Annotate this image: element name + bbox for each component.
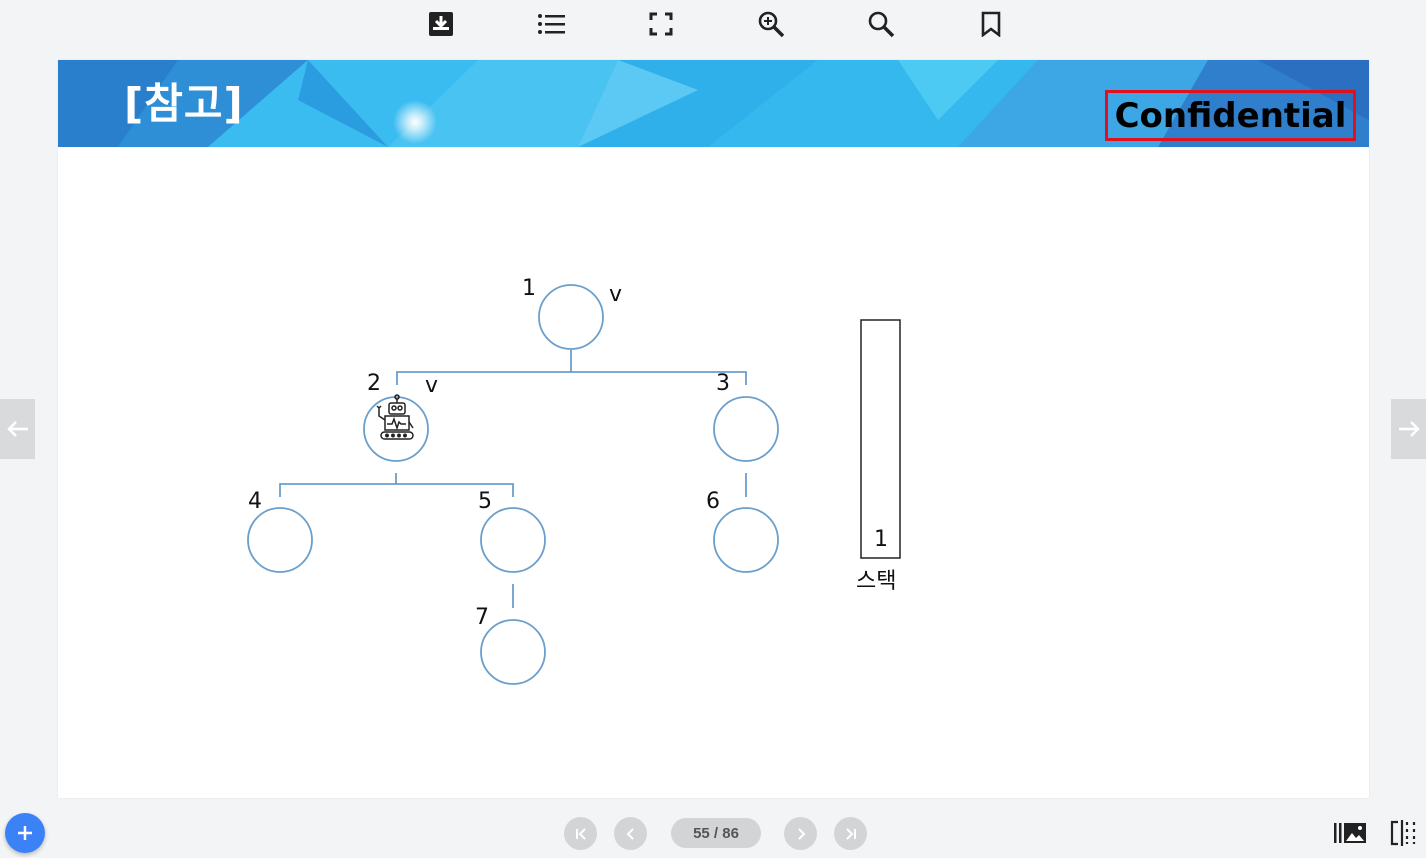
visited-mark-2: v <box>425 373 439 398</box>
previous-page-arrow[interactable] <box>0 399 35 459</box>
tree-node-6 <box>713 507 779 573</box>
top-toolbar <box>0 0 1426 50</box>
add-button[interactable] <box>5 813 45 853</box>
download-icon[interactable] <box>423 6 459 42</box>
node-label-6: 6 <box>706 489 720 514</box>
page-layout-icon[interactable] <box>1385 816 1421 850</box>
next-page-button[interactable] <box>784 817 817 850</box>
fullscreen-icon[interactable] <box>643 6 679 42</box>
prev-page-button[interactable] <box>614 817 647 850</box>
tree-node-3 <box>713 396 779 462</box>
tree-node-4 <box>247 507 313 573</box>
node-label-3: 3 <box>716 371 730 396</box>
slide-header-banner <box>58 60 1369 147</box>
thumbnails-icon[interactable] <box>1332 816 1368 850</box>
tree-edge-2 <box>279 473 514 497</box>
slide-page: [참고] Confidential <box>58 60 1369 798</box>
tree-diagram <box>247 284 901 685</box>
node-label-5: 5 <box>478 489 492 514</box>
node-label-4: 4 <box>248 489 262 514</box>
slide-title: [참고] <box>124 79 244 128</box>
first-page-button[interactable] <box>564 817 597 850</box>
node-label-7: 7 <box>475 605 489 630</box>
page-indicator: 55 / 86 <box>671 818 761 848</box>
confidential-label: Confidential <box>1105 90 1356 141</box>
node-label-2: 2 <box>367 371 381 396</box>
node-label-1: 1 <box>522 276 536 301</box>
stack-caption: 스택 <box>856 569 897 594</box>
bookmark-icon[interactable] <box>973 6 1009 42</box>
search-icon[interactable] <box>863 6 899 42</box>
tree-node-2 <box>363 396 429 462</box>
last-page-button[interactable] <box>834 817 867 850</box>
next-page-arrow[interactable] <box>1391 399 1426 459</box>
list-icon[interactable] <box>533 6 569 42</box>
tree-edge-1 <box>396 350 747 385</box>
tree-node-5 <box>480 507 546 573</box>
zoom-in-icon[interactable] <box>753 6 789 42</box>
stack-item: 1 <box>874 527 888 552</box>
tree-node-7 <box>480 619 546 685</box>
robot-icon <box>376 394 414 440</box>
tree-node-1 <box>538 284 604 350</box>
stack-box <box>860 319 901 559</box>
visited-mark-1: v <box>609 282 623 307</box>
